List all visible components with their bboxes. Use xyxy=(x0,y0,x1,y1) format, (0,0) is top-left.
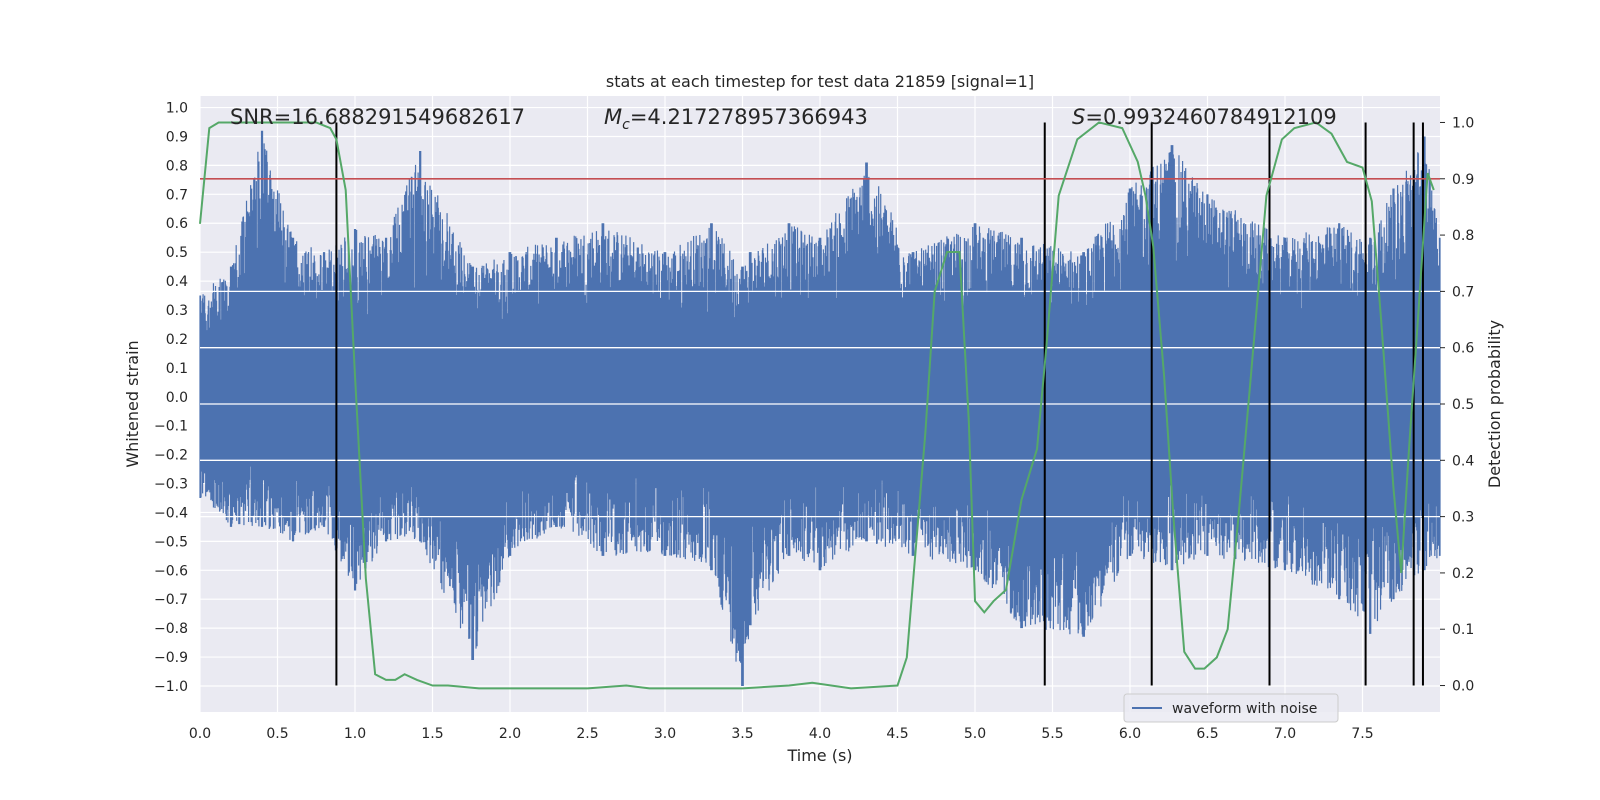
waveform-series xyxy=(199,130,1441,686)
y-tick-label: −0.3 xyxy=(154,477,188,493)
score-annotation: S=0.9932460784912109 xyxy=(1072,105,1337,129)
x-tick-label: 3.5 xyxy=(731,726,753,742)
y-tick-label: 0.8 xyxy=(166,158,188,174)
y2-tick-label: 0.9 xyxy=(1452,172,1474,188)
y2-tick-label: 0.6 xyxy=(1452,341,1474,357)
y-tick-label: −0.4 xyxy=(154,505,188,521)
y2-tick-label: 0.2 xyxy=(1452,566,1474,582)
snr-annotation: SNR=16.688291549682617 xyxy=(230,105,525,129)
y-tick-label: −0.6 xyxy=(154,563,188,579)
y-tick-label: −0.9 xyxy=(154,650,188,666)
y-tick-label: −0.5 xyxy=(154,534,188,550)
x-axis-label: Time (s) xyxy=(786,746,852,765)
x-axis-ticks: 0.0 0.5 1.0 1.5 2.0 2.5 3.0 3.5 4.0 4.5 5.0 5.5 6.0 6… xyxy=(189,726,1374,742)
x-tick-label: 1.5 xyxy=(421,726,443,742)
legend-box xyxy=(1123,693,1339,723)
x-tick-label: 2.0 xyxy=(499,726,521,742)
x-tick-label: 0.0 xyxy=(189,726,211,742)
x-tick-label: 3.0 xyxy=(654,726,676,742)
y2-tick-label: 0.3 xyxy=(1452,510,1474,526)
y-tick-label: 0.1 xyxy=(166,361,188,377)
x-tick-label: 1.0 xyxy=(344,726,366,742)
y2-tick-label: 0.7 xyxy=(1452,284,1474,300)
y-tick-label: −0.8 xyxy=(154,621,188,637)
probability-series xyxy=(199,121,1440,690)
waveform-line xyxy=(199,130,1441,686)
y-tick-label: 0.2 xyxy=(166,332,188,348)
score-value: =0.9932460784912109 xyxy=(1085,105,1336,129)
y2-tick-label: 0.1 xyxy=(1452,622,1474,638)
chart-title: stats at each timestep for test data 218… xyxy=(606,72,1034,91)
vertical-markers xyxy=(335,122,1424,686)
y2-tick-label: 0.0 xyxy=(1452,679,1474,695)
y2-tick-label: 0.5 xyxy=(1452,397,1474,413)
y-tick-label: −1.0 xyxy=(154,679,188,695)
y-axis-ticks: 1.0 0.9 0.8 0.7 0.6 0.5 0.4 0.3 0.2 0.1 0.0 −0.1 −0.… xyxy=(154,101,188,695)
y-tick-label: 0.5 xyxy=(166,245,188,261)
x-tick-label: 4.0 xyxy=(809,726,831,742)
x-tick-label: 6.5 xyxy=(1196,726,1218,742)
x-tick-label: 7.5 xyxy=(1351,726,1373,742)
legend-label-waveform: waveform with noise xyxy=(1172,701,1317,717)
y2-tick-label: 0.8 xyxy=(1452,228,1474,244)
y-tick-label: 1.0 xyxy=(166,101,188,117)
y-tick-label: 0.4 xyxy=(166,274,188,290)
legend: waveform with noise xyxy=(1123,693,1339,723)
x-tick-label: 4.5 xyxy=(886,726,908,742)
x-tick-label: 5.0 xyxy=(964,726,986,742)
x-tick-label: 0.5 xyxy=(266,726,288,742)
x-tick-label: 7.0 xyxy=(1274,726,1296,742)
chirp-mass-symbol: M xyxy=(604,105,622,129)
y2-tick-label: 1.0 xyxy=(1452,115,1474,131)
chirp-mass-value: =4.217278957366943 xyxy=(630,105,868,129)
y2-axis-ticks: 1.0 0.9 0.8 0.7 0.6 0.5 0.4 0.3 0.2 0.1 0.0 xyxy=(1440,115,1474,695)
y-tick-label: 0.0 xyxy=(166,390,188,406)
score-symbol: S xyxy=(1072,105,1085,129)
y-tick-label: 0.9 xyxy=(166,129,188,145)
x-tick-label: 5.5 xyxy=(1041,726,1063,742)
chirp-mass-subscript: c xyxy=(622,117,630,133)
y2-tick-label: 0.4 xyxy=(1452,453,1474,469)
y-tick-label: −0.2 xyxy=(154,448,188,464)
y-tick-label: 0.6 xyxy=(166,216,188,232)
y2-axis-label: Detection probability xyxy=(1485,320,1504,488)
y-tick-label: 0.3 xyxy=(166,303,188,319)
chirp-mass-annotation: Mc=4.217278957366943 xyxy=(604,105,868,133)
probability-line xyxy=(199,121,1435,690)
x-tick-label: 6.0 xyxy=(1119,726,1141,742)
y-axis-label: Whitened strain xyxy=(123,340,142,467)
y-tick-label: 0.7 xyxy=(166,187,188,203)
y-tick-label: −0.1 xyxy=(154,419,188,435)
y-tick-label: −0.7 xyxy=(154,592,188,608)
x-tick-label: 2.5 xyxy=(576,726,598,742)
